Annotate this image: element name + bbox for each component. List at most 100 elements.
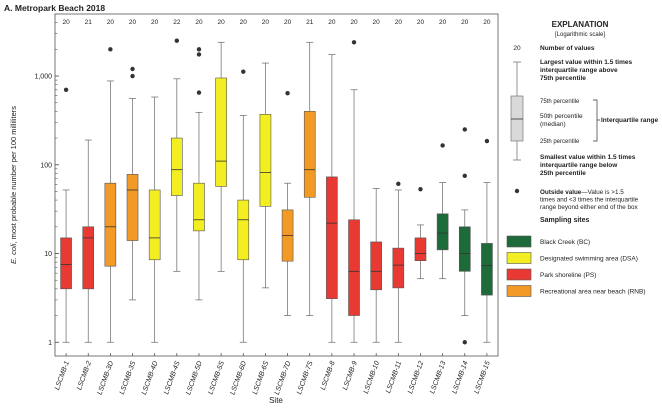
outlier-point bbox=[484, 138, 490, 144]
x-tick-label: LSCMB-5D bbox=[185, 360, 204, 396]
count-label: 21 bbox=[306, 19, 314, 26]
y-tick-label: 1,000 bbox=[34, 74, 52, 81]
interquartile-box bbox=[126, 174, 139, 241]
interquartile-box bbox=[193, 182, 205, 232]
interquartile-box bbox=[326, 176, 338, 299]
y-axis-label-rest: , most probable number per 100 millilite… bbox=[9, 106, 18, 244]
outlier-point bbox=[196, 47, 202, 52]
count-label: 20 bbox=[439, 19, 447, 26]
y-axis: 1 10 100 1,000 bbox=[34, 13, 59, 347]
x-tick-label: LSCMB-8 bbox=[320, 360, 337, 391]
outlier-point bbox=[440, 143, 445, 148]
x-tick-label: LSCMB-4S bbox=[163, 360, 182, 396]
outlier-point bbox=[130, 66, 135, 72]
interquartile-box bbox=[414, 237, 427, 261]
x-tick-label: LSCMB-6D bbox=[229, 360, 248, 396]
count-label: 20 bbox=[129, 19, 137, 26]
interquartile-box bbox=[481, 243, 493, 296]
box-lscmb-6s: 20 bbox=[259, 19, 272, 289]
legend-swatch bbox=[506, 268, 532, 281]
box-lscmb-4s: 22 bbox=[171, 19, 183, 272]
count-label: 20 bbox=[195, 19, 203, 26]
legend-upper-whisker-label: 75th percentile bbox=[540, 75, 586, 82]
legend-upper-whisker-label: Largest value within 1.5 times bbox=[540, 59, 632, 66]
x-tick-label: LSCMB-4D bbox=[141, 360, 160, 396]
legend-outlier-point bbox=[514, 188, 520, 194]
outlier-point bbox=[396, 181, 401, 187]
interquartile-box bbox=[104, 182, 117, 267]
box-lscmb-3s: 20 bbox=[126, 19, 139, 301]
legend-swatch bbox=[506, 285, 532, 297]
count-label: 20 bbox=[417, 19, 425, 26]
interquartile-box bbox=[237, 199, 250, 261]
interquartile-box bbox=[392, 247, 405, 289]
box-lscmb-13: 20 bbox=[436, 19, 449, 280]
legend-count-label: Number of values bbox=[540, 45, 595, 52]
box-series: 20 21 20 20 20 22 20 20 20 20 20 21 20 20 20 20 20 20 20 20 bbox=[60, 19, 493, 345]
interquartile-box bbox=[148, 189, 161, 261]
count-label: 20 bbox=[107, 19, 115, 26]
x-tick-label: LSCMB-9 bbox=[342, 360, 359, 391]
legend-outside-label-bold: Outside value bbox=[540, 189, 582, 196]
legend-site-type-label: Designated swimming area (DSA) bbox=[540, 256, 638, 263]
box-lscmb-4d: 20 bbox=[148, 19, 161, 343]
interquartile-box bbox=[458, 226, 471, 272]
plot-frame bbox=[54, 13, 499, 357]
box-lscmb-7s: 21 bbox=[303, 19, 316, 316]
count-label: 20 bbox=[151, 19, 159, 26]
x-tick-label: LSCMB-10 bbox=[363, 360, 381, 395]
x-tick-label: LSCMB-7S bbox=[296, 360, 315, 396]
legend-outside-label-line: times and <3 times the interquartile bbox=[540, 197, 639, 204]
box-lscmb-2: 21 bbox=[82, 19, 95, 343]
x-tick-label: LSCMB-5S bbox=[207, 360, 226, 396]
legend-subheading: [Logarithmic scale] bbox=[555, 32, 605, 38]
legend-iqr-label: Interquartile range bbox=[601, 117, 658, 124]
chart-title: A. Metropark Beach 2018 bbox=[4, 3, 105, 13]
outlier-point bbox=[462, 340, 467, 345]
x-tick-label: LSCMB-12 bbox=[407, 360, 425, 395]
y-axis-label: E. coli, most probable number per 100 mi… bbox=[9, 106, 18, 264]
box-lscmb-7d: 20 bbox=[281, 19, 294, 316]
box-lscmb-8: 20 bbox=[326, 19, 338, 343]
x-tick-label: LSCMB-7D bbox=[274, 360, 293, 396]
box-lscmb-5d: 20 bbox=[193, 19, 205, 301]
x-axis-tick-labels: LSCMB-1 LSCMB-2 LSCMB-3D LSCMB-3S LSCMB-4D LS… bbox=[54, 353, 492, 396]
count-label: 20 bbox=[373, 19, 381, 26]
legend-site-type-label: Black Creek (BC) bbox=[540, 239, 590, 246]
x-tick-label: LSCMB-14 bbox=[451, 360, 469, 395]
box-lscmb-15: 20 bbox=[481, 19, 493, 343]
x-axis-label: Site bbox=[269, 396, 283, 405]
interquartile-box bbox=[259, 114, 272, 207]
count-label: 20 bbox=[262, 19, 270, 26]
outlier-point bbox=[108, 47, 113, 52]
x-tick-label: LSCMB-1 bbox=[54, 360, 71, 391]
legend: EXPLANATION [Logarithmic scale] 20 Numbe… bbox=[506, 20, 658, 297]
outlier-point bbox=[462, 173, 467, 179]
outlier-point bbox=[174, 38, 180, 43]
count-label: 20 bbox=[240, 19, 248, 26]
legend-outside-label-text: —Value is >1.5 bbox=[581, 189, 624, 196]
count-label: 20 bbox=[350, 19, 358, 26]
interquartile-box bbox=[171, 137, 183, 196]
legend-p25-label: 25th percentile bbox=[540, 139, 580, 145]
interquartile-box bbox=[348, 219, 360, 316]
x-tick-label: LSCMB-6S bbox=[252, 360, 271, 396]
count-label: 20 bbox=[328, 19, 336, 26]
legend-outside-label: Outside value—Value is >1.5 bbox=[540, 189, 624, 196]
count-label: 20 bbox=[483, 19, 491, 26]
interquartile-box bbox=[60, 237, 72, 290]
legend-site-type-label: Recreational area near beach (RNB) bbox=[540, 289, 646, 296]
count-label: 20 bbox=[461, 19, 469, 26]
legend-heading: EXPLANATION bbox=[552, 20, 609, 29]
count-label: 20 bbox=[62, 19, 70, 26]
x-tick-label: LSCMB-2 bbox=[76, 360, 93, 391]
count-label: 20 bbox=[218, 19, 226, 26]
y-tick-label: 10 bbox=[44, 251, 52, 258]
interquartile-box bbox=[370, 241, 382, 291]
count-label: 20 bbox=[395, 19, 403, 26]
legend-median-label: (median) bbox=[540, 121, 566, 128]
box-lscmb-1: 20 bbox=[60, 19, 72, 343]
interquartile-box bbox=[82, 226, 95, 290]
